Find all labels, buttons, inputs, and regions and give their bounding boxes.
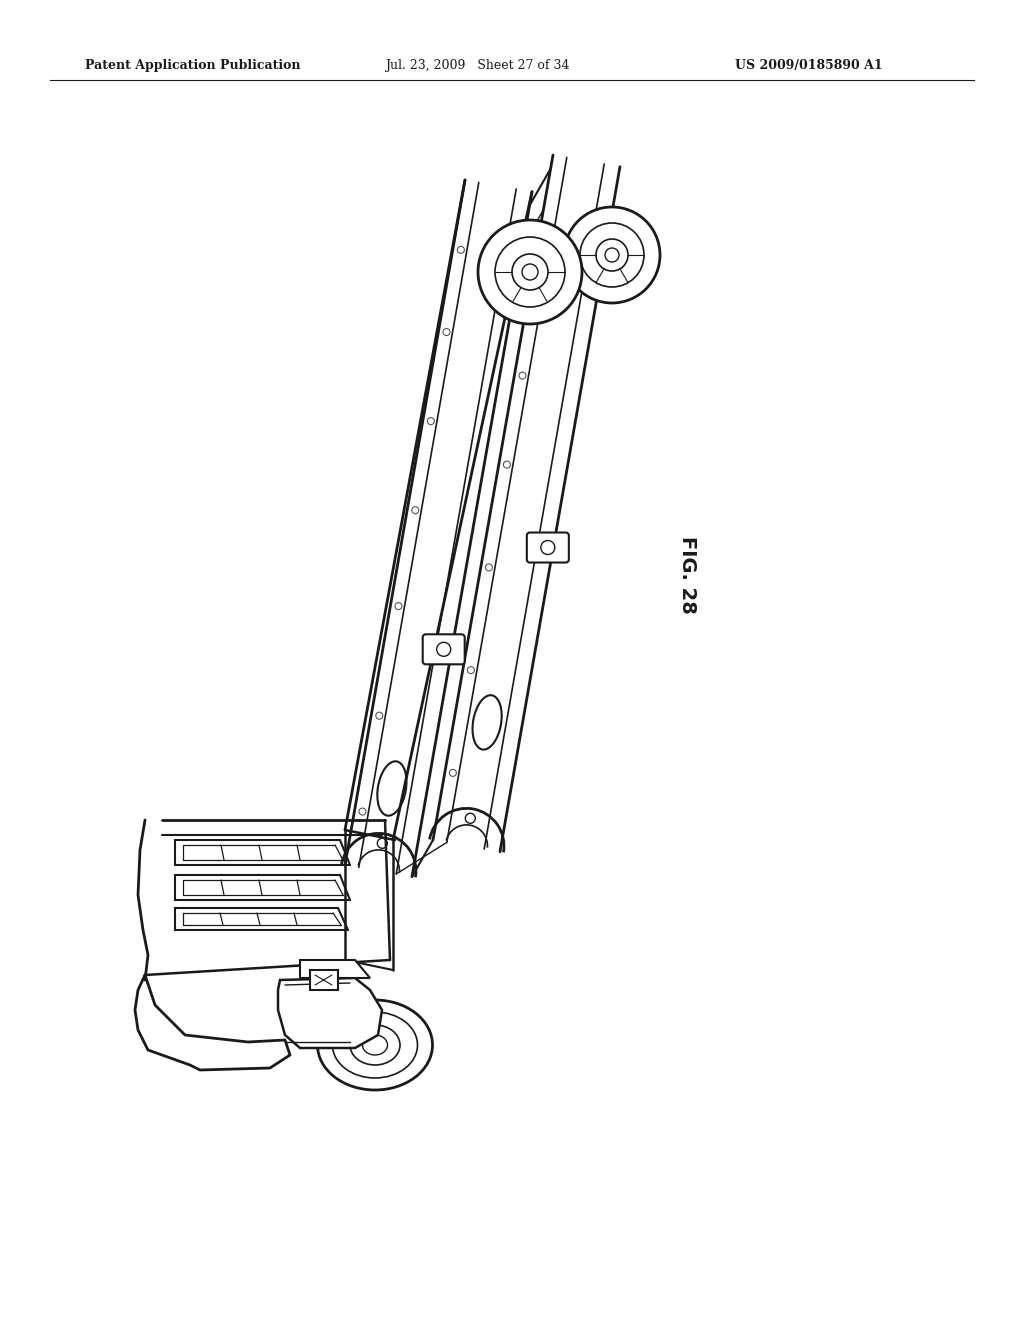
Text: US 2009/0185890 A1: US 2009/0185890 A1	[735, 58, 883, 71]
Text: Patent Application Publication: Patent Application Publication	[85, 58, 300, 71]
Circle shape	[596, 239, 628, 271]
Text: Jul. 23, 2009   Sheet 27 of 34: Jul. 23, 2009 Sheet 27 of 34	[385, 58, 569, 71]
Text: FIG. 28: FIG. 28	[679, 536, 697, 614]
FancyBboxPatch shape	[423, 635, 465, 664]
FancyBboxPatch shape	[310, 970, 338, 990]
Ellipse shape	[350, 1026, 400, 1065]
Polygon shape	[300, 960, 370, 978]
Circle shape	[478, 220, 582, 323]
FancyBboxPatch shape	[526, 532, 568, 562]
Ellipse shape	[317, 1001, 432, 1090]
Circle shape	[564, 207, 660, 304]
Polygon shape	[278, 978, 382, 1048]
Circle shape	[512, 253, 548, 290]
